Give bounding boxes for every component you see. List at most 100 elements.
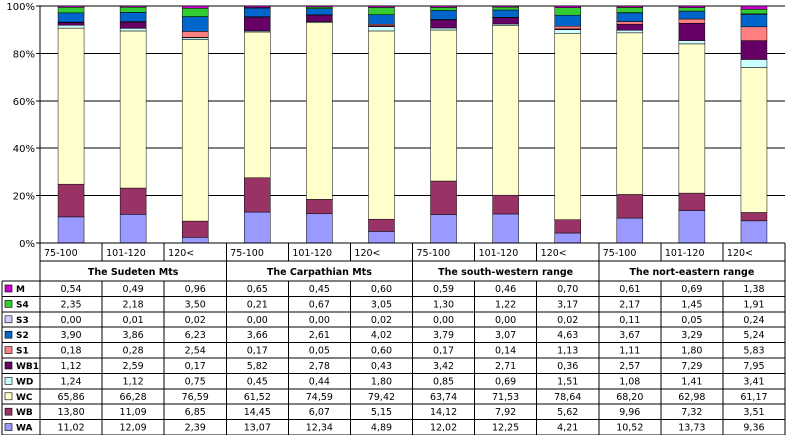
data-label: 12,25 [492, 423, 519, 434]
bar-segment-wb1 [430, 19, 457, 29]
data-label: 3,42 [433, 361, 454, 372]
data-label: 3,66 [247, 330, 268, 341]
data-label: 6,23 [185, 330, 206, 341]
data-label: 0,67 [309, 299, 330, 310]
category-label: 101-120 [479, 248, 519, 259]
data-label: 61,17 [740, 392, 767, 403]
data-label: 0,45 [247, 376, 268, 387]
bar-segment-wb [554, 219, 581, 234]
bar-segment-m [306, 5, 333, 8]
bar-segment-s4 [181, 8, 209, 17]
bar-segment-s2 [616, 12, 644, 22]
data-label: 14,45 [244, 407, 271, 418]
data-label: 0,45 [309, 284, 330, 295]
data-label: 61,52 [244, 392, 271, 403]
data-label: 9,36 [743, 423, 764, 434]
legend-label: WD [16, 377, 33, 387]
data-label: 74,59 [306, 392, 333, 403]
data-label: 0,69 [681, 284, 702, 295]
bar-segment-wc [616, 32, 644, 195]
bar-segment-s1 [616, 21, 644, 25]
data-label: 3,41 [743, 376, 764, 387]
data-label: 1,08 [619, 376, 640, 387]
data-label: 4,89 [371, 423, 392, 434]
bar-segment-s4 [492, 6, 519, 11]
bar-segment-m [430, 5, 457, 8]
data-label: 6,07 [309, 407, 330, 418]
bar-segment-m [554, 5, 581, 8]
category-label: 120< [354, 248, 380, 259]
data-label: 3,86 [123, 330, 144, 341]
bar-segment-s4 [616, 7, 644, 13]
bar-segment-m [244, 5, 271, 8]
data-label: 0,46 [495, 284, 516, 295]
data-label: 7,29 [681, 361, 702, 372]
data-label: 0,17 [247, 346, 268, 357]
data-label: 0,69 [495, 376, 516, 387]
data-label: 1,45 [681, 299, 702, 310]
data-label: 0,96 [185, 284, 206, 295]
data-label: 62,98 [678, 392, 705, 403]
data-label: 66,28 [120, 392, 147, 403]
bar-segment-s2 [554, 14, 581, 27]
bar-segment-s2 [678, 10, 706, 20]
group-label: The nort-eastern range [629, 267, 754, 278]
data-label: 0,85 [433, 376, 454, 387]
data-label: 7,92 [495, 407, 516, 418]
y-tick-label: 80% [13, 49, 35, 60]
group-label: The Carpathian Mts [267, 267, 372, 278]
bar-segment-wd [57, 24, 85, 29]
bar-segment-wb [616, 194, 644, 219]
data-label: 0,28 [123, 346, 144, 357]
data-label: 11,09 [120, 407, 147, 418]
data-label: 65,86 [57, 392, 84, 403]
data-label: 10,52 [616, 423, 643, 434]
category-label: 75-100 [230, 248, 264, 259]
data-label: 1,80 [371, 376, 392, 387]
bar-segment-wb [368, 218, 395, 232]
data-label: 1,80 [681, 346, 702, 357]
bar-segment-wb [430, 180, 457, 215]
bar-segment-wc [306, 22, 333, 200]
y-tick-label: 40% [13, 144, 35, 155]
bar-segment-wd [368, 26, 395, 32]
category-label: 101-120 [292, 248, 332, 259]
bar-segment-s1 [181, 31, 209, 38]
data-label: 0,49 [123, 284, 144, 295]
bar-segment-s4 [368, 7, 395, 15]
legend-label: WB [16, 408, 33, 418]
bar-segment-s2 [740, 14, 768, 28]
data-label: 4,02 [371, 330, 392, 341]
data-label: 3,50 [185, 299, 206, 310]
bar-segment-wb [119, 187, 147, 215]
data-label: 2,35 [60, 299, 81, 310]
bar-segment-wb1 [119, 21, 147, 29]
bar-segment-s4 [678, 7, 706, 12]
data-label: 4,21 [557, 423, 578, 434]
data-label: 0,70 [557, 284, 578, 295]
data-label: 1,22 [495, 299, 516, 310]
legend-label: S2 [16, 331, 29, 341]
bar-segment-m [740, 5, 768, 10]
data-label: 76,59 [182, 392, 209, 403]
bar-segment-s4 [430, 7, 457, 11]
data-label: 1,38 [743, 284, 764, 295]
bar-segment-wb [492, 194, 519, 215]
bar-segment-wa [492, 213, 519, 244]
data-label: 0,02 [557, 315, 578, 326]
group-label: The Sudeten Mts [88, 267, 179, 278]
data-label: 0,60 [371, 346, 392, 357]
bar-segment-wb [181, 220, 209, 238]
bar-segment-s4 [119, 6, 147, 13]
bar-segment-wb [740, 212, 768, 222]
data-label: 12,02 [430, 423, 457, 434]
data-label: 1,30 [433, 299, 454, 310]
data-label: 0,60 [371, 284, 392, 295]
group-label: The south-western range [438, 267, 573, 278]
bar-segment-m [57, 5, 85, 8]
data-label: 7,32 [681, 407, 702, 418]
data-label: 68,20 [616, 392, 643, 403]
bar-segment-s4 [740, 9, 768, 15]
legend-swatch-wb [4, 407, 13, 416]
